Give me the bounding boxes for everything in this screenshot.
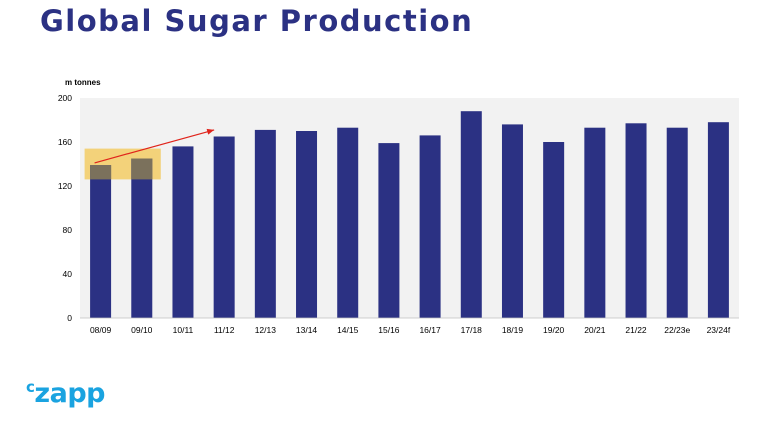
y-tick-label: 80 [63, 225, 73, 235]
bar-18/19 [501, 124, 523, 319]
bar-15/16 [378, 143, 400, 318]
bar-21/22 [625, 123, 647, 318]
bar-17/18 [460, 111, 482, 318]
x-tick-label: 10/11 [173, 325, 194, 335]
logo-prefix: c [26, 378, 35, 396]
x-tick-label: 19/20 [543, 325, 565, 335]
bar-20/21 [584, 127, 606, 318]
x-tick-label: 18/19 [502, 325, 524, 335]
bar-11/12 [213, 136, 235, 318]
y-tick-label: 200 [58, 93, 72, 103]
x-tick-label: 20/21 [584, 325, 606, 335]
x-tick-label: 11/12 [214, 325, 235, 335]
bar-09/10 [131, 158, 153, 318]
logo-text: zapp [34, 378, 105, 409]
y-tick-label: 0 [67, 313, 72, 323]
x-tick-label: 22/23e [664, 325, 690, 335]
bar-14/15 [337, 127, 359, 318]
bar-22/23e [666, 127, 688, 318]
x-tick-label: 08/09 [90, 325, 112, 335]
x-tick-label: 15/16 [378, 325, 400, 335]
y-axis-label: m tonnes [65, 78, 101, 87]
czapp-logo: czapp [26, 378, 105, 409]
bar-highlight-overlay [90, 165, 112, 180]
bar-10/11 [172, 146, 194, 318]
y-tick-label: 40 [63, 269, 73, 279]
x-tick-label: 13/14 [296, 325, 318, 335]
x-tick-label: 09/10 [131, 325, 153, 335]
bar-08/09 [90, 165, 112, 318]
y-tick-label: 160 [58, 137, 72, 147]
bar-12/13 [254, 129, 276, 318]
page-title: Global Sugar Production [40, 4, 474, 38]
x-tick-label: 23/24f [707, 325, 731, 335]
x-tick-label: 17/18 [461, 325, 483, 335]
bar-13/14 [296, 131, 318, 318]
trend-arrow-head [206, 128, 215, 135]
x-tick-label: 14/15 [337, 325, 359, 335]
bar-23/24f [707, 122, 729, 318]
bar-16/17 [419, 135, 441, 318]
x-tick-label: 16/17 [419, 325, 441, 335]
y-tick-label: 120 [58, 181, 72, 191]
trend-arrow-line [94, 129, 215, 164]
x-tick-label: 21/22 [625, 325, 647, 335]
bar-highlight-overlay [131, 158, 153, 180]
bar-19/20 [543, 142, 565, 318]
x-tick-label: 12/13 [255, 325, 277, 335]
